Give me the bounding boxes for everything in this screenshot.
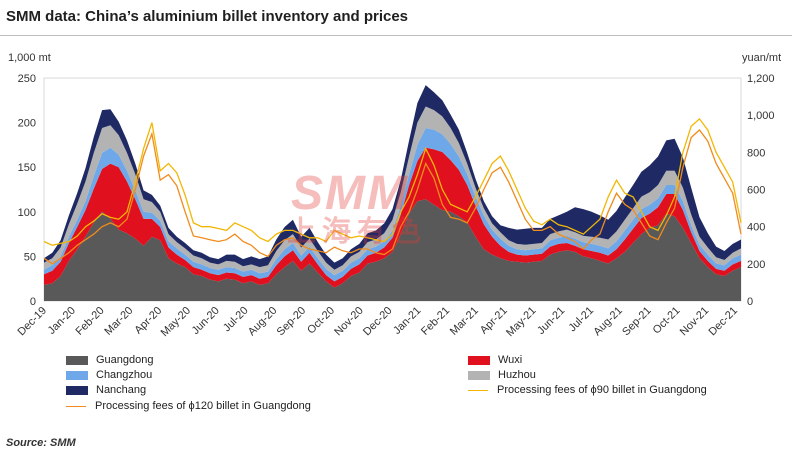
- x-tick-label: Feb-21: [419, 305, 452, 338]
- legend-swatch: [66, 385, 88, 395]
- legend-item: Wuxi: [468, 354, 522, 366]
- x-tick-label: Jan-20: [46, 305, 78, 337]
- x-tick-label: Mar-20: [102, 305, 135, 338]
- title-divider: [0, 35, 792, 36]
- x-tick-label: Nov-20: [332, 305, 366, 339]
- x-tick-label: Sep-20: [275, 305, 309, 339]
- line-phi90-fee: [43, 117, 742, 246]
- right-tick-label: 800: [747, 147, 765, 159]
- right-tick-label: 1,000: [747, 110, 775, 122]
- left-tick-label: 0: [30, 296, 36, 308]
- legend-item: Processing fees of ϕ90 billet in Guangdo…: [468, 384, 707, 396]
- legend-item: Nanchang: [66, 384, 146, 396]
- right-tick-label: 400: [747, 222, 765, 234]
- legend-item: Processing fees of ϕ120 billet in Guangd…: [66, 400, 311, 412]
- x-tick-label: Dec-19: [16, 305, 50, 339]
- x-tick-label: Aug-21: [591, 305, 625, 339]
- left-tick-label: 150: [18, 162, 36, 174]
- x-tick-label: Aug-20: [246, 305, 280, 339]
- legend-swatch: [468, 389, 488, 391]
- legend-label: Huzhou: [498, 369, 536, 381]
- area-huzhou: [44, 106, 741, 276]
- x-tick-label: Jan-21: [391, 305, 423, 337]
- legend-label: Wuxi: [498, 354, 523, 366]
- left-tick-label: 50: [24, 251, 36, 263]
- legend-swatch: [468, 370, 490, 380]
- left-tick-label: 200: [18, 118, 36, 130]
- x-tick-label: Dec-21: [707, 305, 741, 339]
- x-tick-label: May-20: [159, 305, 193, 339]
- legend-item: Guangdong: [66, 354, 154, 366]
- legend-label: Changzhou: [96, 369, 153, 381]
- legend-item: Huzhou: [468, 369, 536, 381]
- legend-swatch: [66, 355, 88, 365]
- legend-item: Changzhou: [66, 369, 152, 381]
- x-tick-label: Nov-21: [678, 305, 712, 339]
- legend-swatch: [66, 405, 86, 407]
- chart-title: SMM data: China’s aluminium billet inven…: [6, 8, 409, 25]
- line-phi120-fee: [43, 129, 742, 265]
- legend-label: Processing fees of ϕ90 billet in Guangdo…: [497, 384, 707, 396]
- area-nanchang: [44, 85, 741, 270]
- x-tick-label: Dec-20: [361, 305, 395, 339]
- x-tick-label: Jun-21: [535, 305, 567, 337]
- source-note: Source: SMM: [6, 437, 76, 449]
- x-tick-label: May-21: [504, 305, 538, 339]
- legend-label: Nanchang: [96, 384, 147, 396]
- right-tick-label: 0: [747, 296, 753, 308]
- x-tick-label: Oct-20: [305, 305, 337, 337]
- x-tick-label: Sep-21: [620, 305, 654, 339]
- area-guangdong: [44, 199, 741, 301]
- legend-swatch: [66, 370, 88, 380]
- right-axis-unit: yuan/mt: [742, 52, 782, 64]
- legend-label: Guangdong: [96, 354, 154, 366]
- x-tick-label: Feb-20: [74, 305, 107, 338]
- right-tick-label: 1,200: [747, 73, 775, 85]
- left-axis-unit: 1,000 mt: [8, 52, 51, 64]
- x-tick-label: Jun-20: [190, 305, 222, 337]
- left-tick-label: 250: [18, 73, 36, 85]
- left-tick-label: 100: [18, 207, 36, 219]
- legend-swatch: [468, 355, 490, 365]
- legend-label: Processing fees of ϕ120 billet in Guangd…: [95, 400, 311, 412]
- x-tick-label: Oct-21: [651, 305, 683, 337]
- right-tick-label: 200: [747, 259, 765, 271]
- x-tick-label: Mar-21: [448, 305, 481, 338]
- right-tick-label: 600: [747, 185, 765, 197]
- chart-legend: Guangdong Wuxi Changzhou Huzhou Nanchang Proc…: [66, 354, 766, 416]
